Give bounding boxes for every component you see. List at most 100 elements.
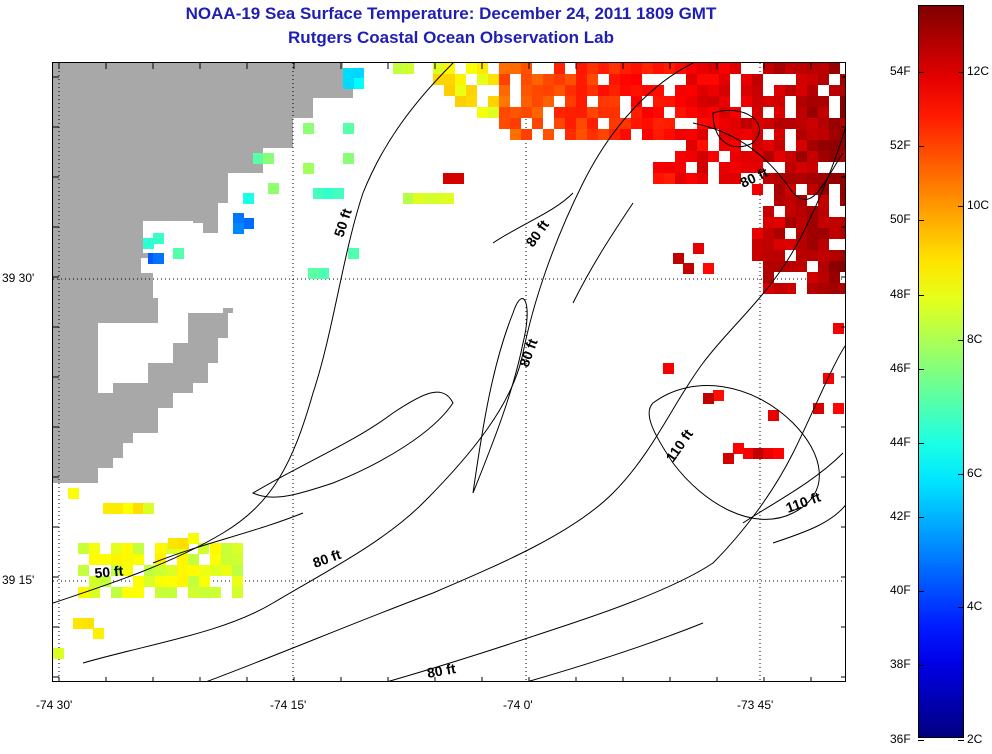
sst-pixel	[840, 107, 845, 118]
sst-pixel	[773, 448, 784, 459]
sst-pixel	[807, 173, 818, 184]
sst-pixel	[576, 63, 587, 74]
sst-pixel	[708, 151, 719, 162]
sst-pixel	[686, 129, 697, 140]
sst-pixel	[664, 173, 675, 184]
sst-pixel	[413, 193, 424, 204]
sst-pixel	[111, 587, 122, 598]
sst-pixel	[433, 193, 444, 204]
sst-pixel	[763, 272, 774, 283]
sst-pixel	[829, 173, 840, 184]
sst-pixel	[576, 74, 587, 85]
sst-pixel	[719, 162, 730, 173]
sst-pixel	[840, 261, 845, 272]
sst-pixel	[521, 107, 532, 118]
sst-pixel	[807, 74, 818, 85]
sst-pixel	[730, 162, 741, 173]
bay-area-3	[228, 173, 263, 203]
sst-pixel	[455, 74, 466, 85]
sst-pixel	[675, 151, 686, 162]
sst-pixel	[829, 217, 840, 228]
sst-pixel	[423, 193, 434, 204]
colorbar-c-label: 6C	[967, 466, 983, 480]
sst-pixel	[587, 63, 598, 74]
sst-pixel	[89, 543, 100, 554]
sst-pixel	[521, 63, 532, 74]
sst-pixel	[620, 74, 631, 85]
sst-pixel	[122, 554, 133, 565]
sst-pixel	[609, 118, 620, 129]
sst-pixel	[155, 565, 166, 576]
sst-pixel	[554, 107, 565, 118]
sst-pixel	[796, 96, 807, 107]
sst-pixel	[232, 554, 243, 565]
sst-pixel	[697, 151, 708, 162]
sst-pixel	[675, 63, 686, 74]
sst-pixel	[343, 153, 354, 164]
sst-pixel	[818, 228, 829, 239]
sst-pixel	[840, 217, 845, 228]
sst-pixel	[840, 250, 845, 261]
sst-pixel	[829, 283, 840, 294]
sst-pixel	[143, 238, 154, 249]
colorbar-tick	[918, 220, 924, 221]
sst-pixel	[697, 107, 708, 118]
colorbar-f-label: 50F	[890, 212, 911, 226]
sst-pixel	[443, 193, 454, 204]
contour-label: 80 ft	[426, 660, 457, 681]
sst-pixel	[785, 217, 796, 228]
sst-pixel	[100, 554, 111, 565]
sst-pixel	[323, 188, 334, 199]
sst-pixel	[122, 543, 133, 554]
colorbar-f-label: 38F	[890, 657, 911, 671]
colorbar-f-label: 36F	[890, 732, 911, 746]
sst-pixel	[144, 576, 155, 587]
sst-pixel	[796, 140, 807, 151]
sst-pixel	[840, 283, 845, 294]
sst-pixel	[188, 554, 199, 565]
sst-pixel	[598, 129, 609, 140]
sst-pixel	[796, 206, 807, 217]
sst-pixel	[598, 63, 609, 74]
sst-pixel	[686, 140, 697, 151]
sst-pixel	[631, 74, 642, 85]
sst-pixel	[673, 253, 684, 264]
sst-pixel	[796, 129, 807, 140]
map-title: NOAA-19 Sea Surface Temperature: Decembe…	[185, 4, 717, 23]
sst-pixel	[730, 129, 741, 140]
contour-label: 110 ft	[662, 426, 696, 465]
sst-pixel	[653, 162, 664, 173]
sst-pixel	[663, 363, 674, 374]
sst-pixel	[785, 85, 796, 96]
sst-pixel	[763, 206, 774, 217]
sst-pixel	[565, 74, 576, 85]
sst-pixel	[719, 107, 730, 118]
colorbar	[918, 5, 964, 738]
sst-pixel	[675, 173, 686, 184]
sst-pixel	[796, 261, 807, 272]
sst-pixel	[733, 443, 744, 454]
sst-pixel	[785, 195, 796, 206]
sst-pixel	[752, 162, 763, 173]
sst-pixel	[752, 228, 763, 239]
sst-pixel	[730, 63, 741, 74]
sst-pixel	[785, 206, 796, 217]
sst-pixel	[774, 228, 785, 239]
sst-pixel	[697, 173, 708, 184]
sst-pixel	[177, 565, 188, 576]
sst-pixel	[499, 85, 510, 96]
sst-pixel	[829, 63, 840, 74]
x-tick-label: -73 45'	[737, 698, 774, 712]
sst-pixel	[455, 85, 466, 96]
sst-pixel	[807, 250, 818, 261]
sst-pixel	[587, 74, 598, 85]
sst-pixel	[753, 448, 764, 459]
sst-pixel	[785, 239, 796, 250]
sst-pixel	[752, 74, 763, 85]
sst-pixel	[774, 217, 785, 228]
sst-pixel	[532, 107, 543, 118]
sst-pixel	[609, 85, 620, 96]
sst-pixel	[268, 183, 279, 194]
sst-pixel	[730, 173, 741, 184]
